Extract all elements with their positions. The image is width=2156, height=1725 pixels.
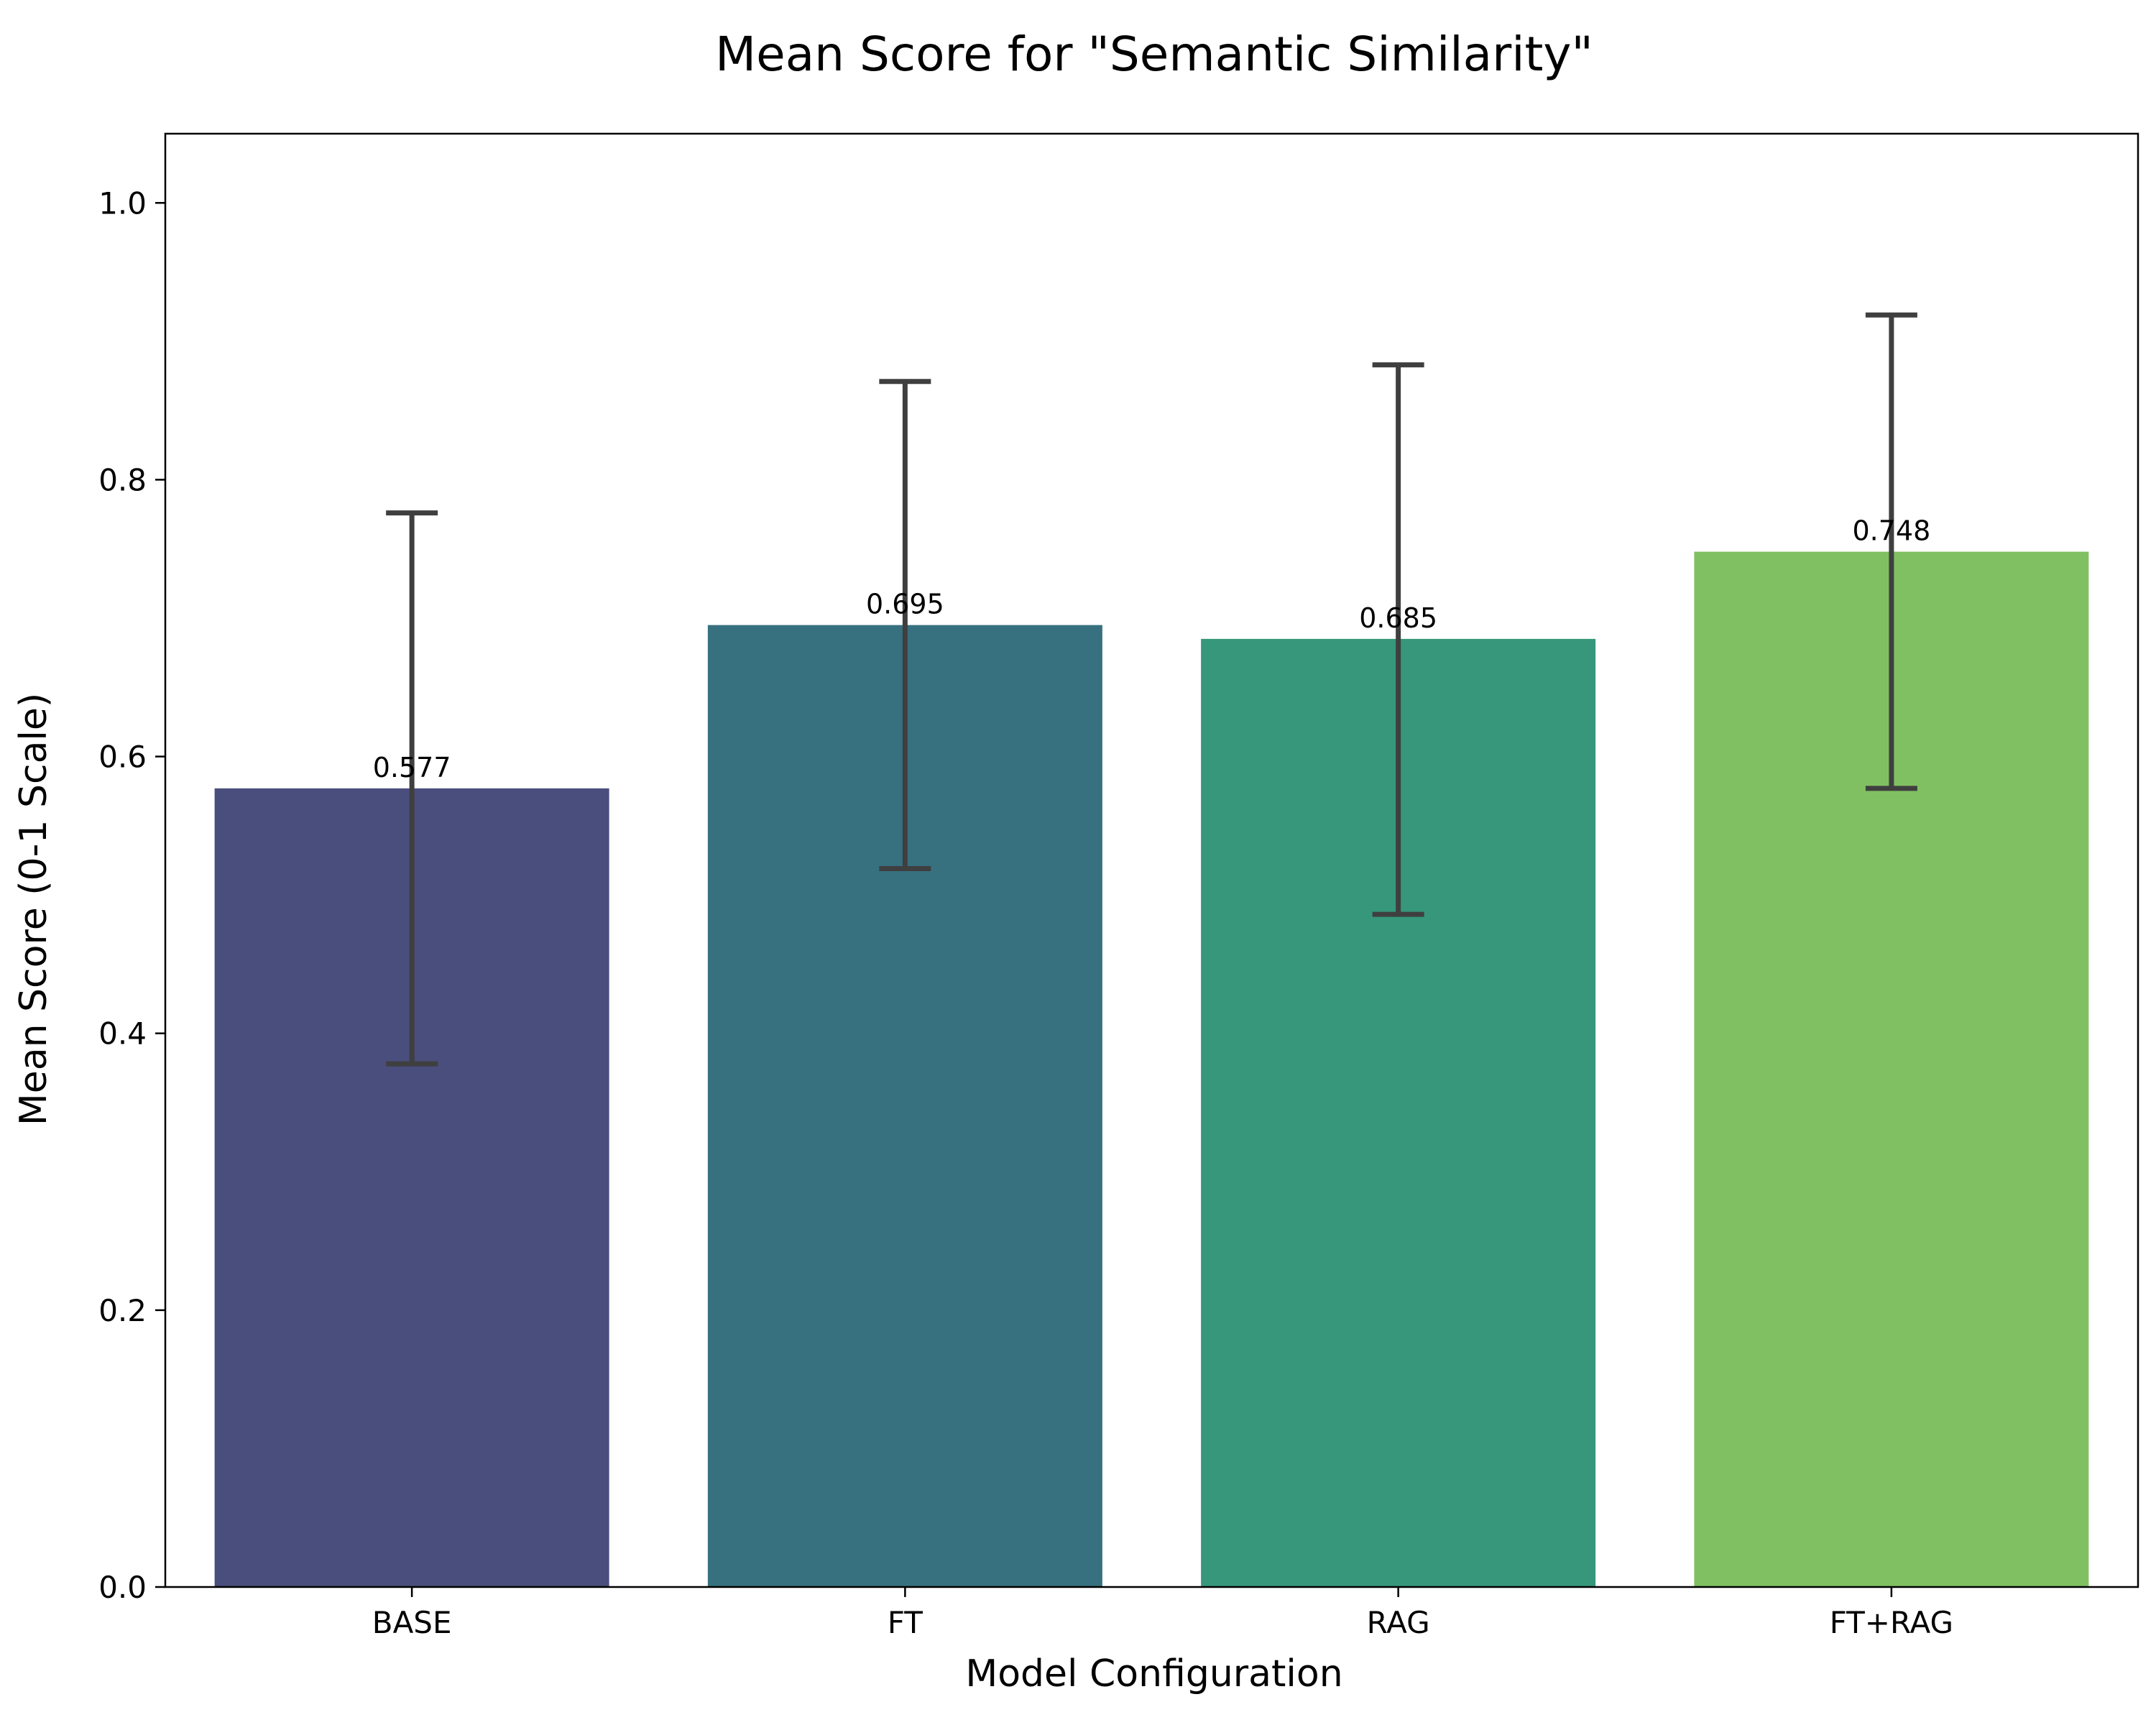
plot-frame bbox=[164, 132, 2139, 1588]
value-label: 0.577 bbox=[373, 752, 451, 783]
value-label: 0.695 bbox=[866, 589, 944, 620]
chart-title: Mean Score for "Semantic Similarity" bbox=[715, 27, 1593, 82]
value-label: 0.685 bbox=[1359, 602, 1437, 634]
y-tick-label: 0.6 bbox=[98, 740, 147, 775]
y-tick-label: 1.0 bbox=[98, 185, 147, 221]
x-tick-label: FT bbox=[888, 1605, 923, 1640]
y-tick-label: 0.8 bbox=[98, 462, 147, 497]
y-tick-label: 0.0 bbox=[98, 1570, 147, 1605]
x-tick-label: RAG bbox=[1367, 1605, 1430, 1640]
y-tick-label: 0.4 bbox=[98, 1016, 147, 1052]
plot-area: 0.577 0.695 0.685 0.748 0.0 0.2 0.4 0.6 0.8 1.0 BA… bbox=[98, 132, 2139, 1640]
x-tick-label: BASE bbox=[372, 1605, 452, 1640]
x-tick-label: FT+RAG bbox=[1830, 1605, 1953, 1640]
x-axis-title: Model Configuration bbox=[965, 1652, 1342, 1696]
y-axis-title: Mean Score (0-1 Scale) bbox=[12, 693, 55, 1126]
y-tick-label: 0.2 bbox=[98, 1293, 147, 1328]
value-label: 0.748 bbox=[1852, 515, 1930, 547]
